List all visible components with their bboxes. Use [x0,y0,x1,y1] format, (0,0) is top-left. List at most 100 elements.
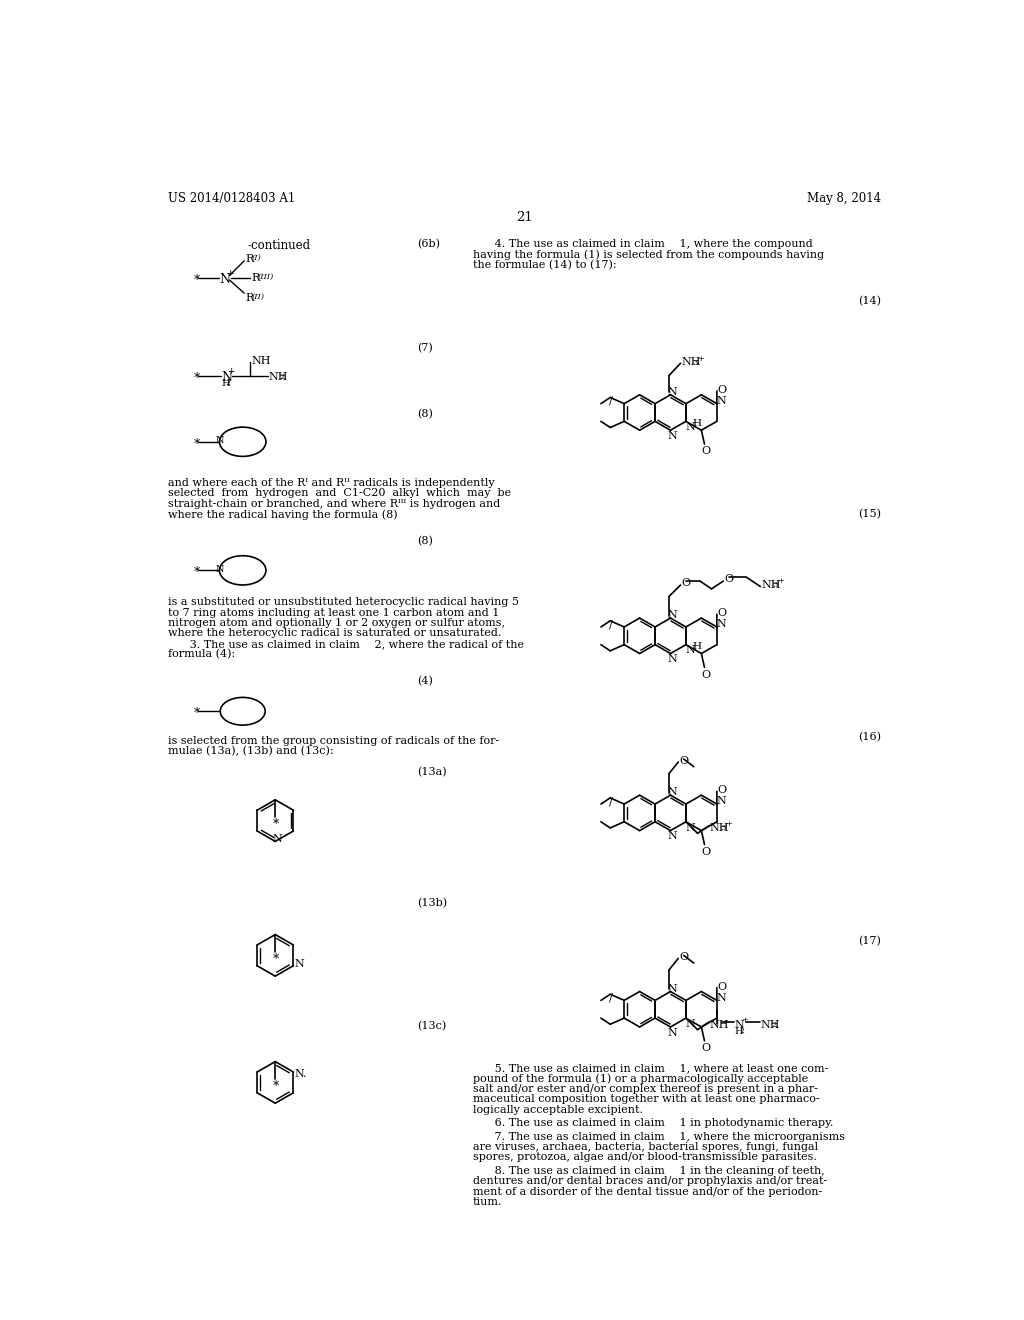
Text: maceutical composition together with at least one pharmaco-: maceutical composition together with at … [473,1094,819,1105]
Text: is a substituted or unsubstituted heterocyclic radical having 5: is a substituted or unsubstituted hetero… [168,597,519,607]
Text: (II): (II) [251,293,264,301]
Text: (8): (8) [417,409,433,418]
Text: May 8, 2014: May 8, 2014 [807,193,882,206]
Text: N: N [685,645,695,656]
Text: having the formula (1) is selected from the compounds having: having the formula (1) is selected from … [473,249,824,260]
Text: US 2014/0128403 A1: US 2014/0128403 A1 [168,193,296,206]
Text: N: N [668,387,677,397]
Text: NH: NH [681,358,700,367]
Text: 8. The use as claimed in claim  1 in the cleaning of teeth,: 8. The use as claimed in claim 1 in the … [473,1166,824,1176]
Text: (I): (I) [251,253,261,261]
Text: .: . [775,1019,778,1030]
Text: 3. The use as claimed in claim  2, where the radical of the: 3. The use as claimed in claim 2, where … [168,639,524,649]
Text: +: + [225,269,233,279]
Text: NH: NH [710,1019,729,1030]
Text: N: N [685,1019,695,1028]
Text: O: O [701,847,711,857]
Text: O: O [718,609,727,618]
Text: 7. The use as claimed in claim  1, where the microorganisms: 7. The use as claimed in claim 1, where … [473,1131,845,1142]
Text: *: * [194,438,200,451]
Text: NH: NH [761,1019,780,1030]
Text: tium.: tium. [473,1197,503,1206]
Text: where the heterocyclic radical is saturated or unsaturated.: where the heterocyclic radical is satura… [168,628,502,639]
Text: 21: 21 [516,211,534,224]
Text: NH: NH [710,822,729,833]
Text: pound of the formula (1) or a pharmacologically acceptable: pound of the formula (1) or a pharmacolo… [473,1073,808,1084]
Text: selected  from  hydrogen  and  C1-C20  alkyl  which  may  be: selected from hydrogen and C1-C20 alkyl … [168,488,511,499]
Text: 3: 3 [692,359,697,367]
Text: 2: 2 [771,1022,776,1030]
Text: O: O [701,669,711,680]
Text: nitrogen atom and optionally 1 or 2 oxygen or sulfur atoms,: nitrogen atom and optionally 1 or 2 oxyg… [168,618,505,628]
Text: 4. The use as claimed in claim  1, where the compound: 4. The use as claimed in claim 1, where … [473,239,813,249]
Text: straight-chain or branched, and where Rᴵᴵᴵ is hydrogen and: straight-chain or branched, and where Rᴵ… [168,499,501,508]
Text: mulae (13a), (13b) and (13c):: mulae (13a), (13b) and (13c): [168,746,334,756]
Text: *: * [194,372,200,384]
Text: (14): (14) [858,296,882,306]
Text: ment of a disorder of the dental tissue and/or of the periodon-: ment of a disorder of the dental tissue … [473,1187,822,1197]
Text: +: + [776,577,783,585]
Text: N: N [685,422,695,432]
Text: *: * [194,275,200,286]
Text: (7): (7) [417,343,433,354]
Text: *: * [273,953,280,966]
Text: -continued: -continued [248,239,310,252]
Text: /: / [608,993,612,1003]
Text: /: / [608,619,612,630]
Text: O: O [701,1043,711,1053]
Text: /: / [608,796,612,807]
Text: *: * [273,818,280,832]
Text: logically acceptable excipient.: logically acceptable excipient. [473,1105,643,1114]
Text: N: N [716,619,726,630]
Text: *: * [273,1080,280,1093]
Text: formula (4):: formula (4): [168,649,236,660]
Text: N: N [668,788,677,797]
Text: +: + [725,820,732,828]
Text: (III): (III) [257,273,273,281]
Text: N: N [221,371,232,384]
Text: NH: NH [268,372,288,381]
Text: *: * [194,566,200,579]
Text: NH: NH [251,355,270,366]
Text: H: H [692,418,701,428]
Text: N: N [668,610,677,620]
Text: N: N [668,430,677,441]
Text: N: N [716,796,726,807]
Text: to 7 ring atoms including at least one 1 carbon atom and 1: to 7 ring atoms including at least one 1… [168,607,500,618]
Text: 2: 2 [225,379,230,387]
Text: O: O [679,756,688,766]
Text: N: N [716,993,726,1003]
Text: (16): (16) [858,733,882,742]
Text: dentures and/or dental braces and/or prophylaxis and/or treat-: dentures and/or dental braces and/or pro… [473,1176,827,1187]
Text: H: H [735,1027,743,1036]
Text: 6. The use as claimed in claim  1 in photodynamic therapy.: 6. The use as claimed in claim 1 in phot… [473,1118,834,1129]
Text: N: N [716,396,726,407]
Text: 5. The use as claimed in claim  1, where at least one com-: 5. The use as claimed in claim 1, where … [473,1063,828,1073]
Text: (13c): (13c) [417,1020,446,1031]
Text: (4): (4) [417,676,433,686]
Text: H: H [221,379,229,388]
Text: O: O [718,785,727,795]
Text: the formulae (14) to (17):: the formulae (14) to (17): [473,260,616,271]
Text: (13a): (13a) [417,767,446,777]
Text: O: O [718,385,727,395]
Text: +: + [227,367,234,376]
Text: (15): (15) [858,508,882,519]
Text: H: H [692,643,701,651]
Text: (17): (17) [858,936,882,946]
Text: N: N [295,958,305,969]
Text: is selected from the group consisting of radicals of the for-: is selected from the group consisting of… [168,737,500,746]
Text: R: R [245,253,253,264]
Text: 2: 2 [739,1027,744,1035]
Text: (6b): (6b) [417,239,440,249]
Text: 2: 2 [280,374,285,381]
Text: N: N [668,983,677,994]
Text: where the radical having the formula (8): where the radical having the formula (8) [168,510,398,520]
Text: N: N [668,832,677,841]
Text: N: N [216,565,224,574]
Text: N: N [735,1019,744,1030]
Text: +: + [697,355,703,363]
Text: N: N [668,1028,677,1038]
Text: (8): (8) [417,536,433,546]
Text: N.: N. [295,1069,307,1078]
